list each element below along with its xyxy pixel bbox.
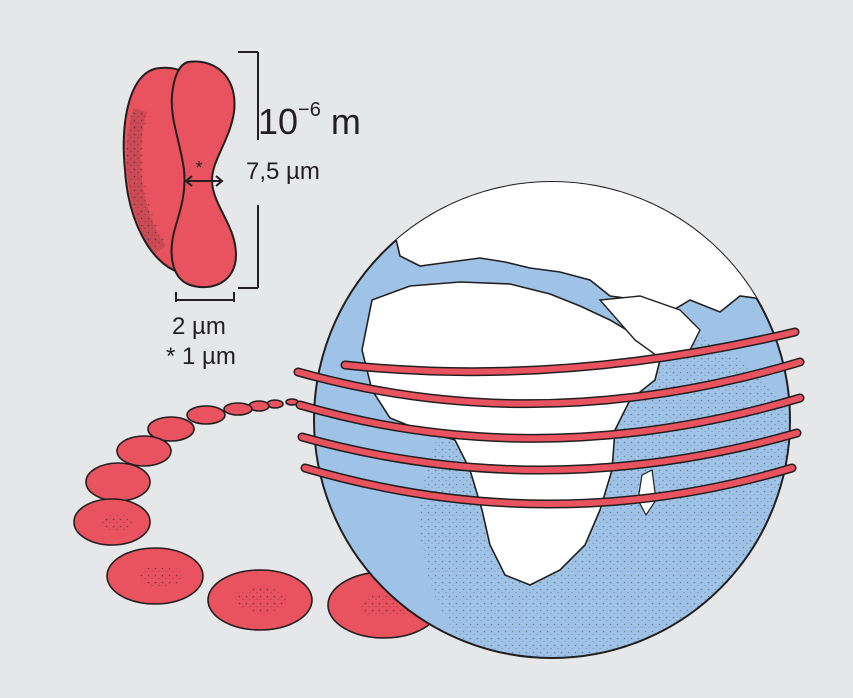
scale-unit: m xyxy=(330,101,361,142)
cell-chain xyxy=(73,398,441,639)
thickness-marker: * xyxy=(195,158,202,178)
cell-chain-wrap xyxy=(293,327,805,509)
cell-width-label: 2 µm xyxy=(172,313,226,340)
scale-label: 10−6 m xyxy=(258,100,361,142)
cell-thickness-label: * 1 µm xyxy=(166,343,236,370)
arabia-landmass xyxy=(598,295,701,359)
dimension-lines xyxy=(175,51,259,302)
scale-exponent: −6 xyxy=(298,99,321,121)
cell-height-label: 7,5 µm xyxy=(246,158,320,185)
red-blood-cell xyxy=(122,60,238,289)
scale-base: 10 xyxy=(258,101,299,142)
